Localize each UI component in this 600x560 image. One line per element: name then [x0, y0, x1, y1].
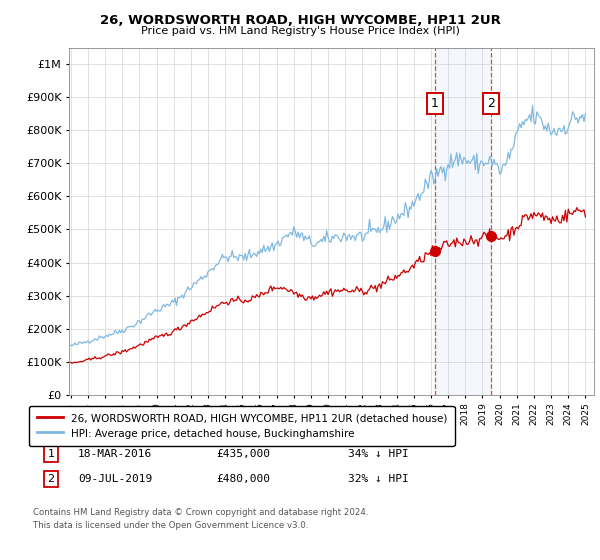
Bar [434, 48, 491, 395]
Text: Price paid vs. HM Land Registry's House Price Index (HPI): Price paid vs. HM Land Registry's House … [140, 26, 460, 36]
Text: 1: 1 [431, 97, 439, 110]
Text: 1: 1 [47, 449, 55, 459]
Text: £435,000: £435,000 [216, 449, 270, 459]
Legend: 26, WORDSWORTH ROAD, HIGH WYCOMBE, HP11 2UR (detached house), HPI: Average price: 26, WORDSWORTH ROAD, HIGH WYCOMBE, HP11 … [29, 405, 455, 446]
Text: 09-JUL-2019: 09-JUL-2019 [78, 474, 152, 484]
Text: 32% ↓ HPI: 32% ↓ HPI [348, 474, 409, 484]
Text: 2: 2 [487, 97, 496, 110]
Text: 18-MAR-2016: 18-MAR-2016 [78, 449, 152, 459]
Text: 26, WORDSWORTH ROAD, HIGH WYCOMBE, HP11 2UR: 26, WORDSWORTH ROAD, HIGH WYCOMBE, HP11 … [100, 14, 500, 27]
Text: 2: 2 [47, 474, 55, 484]
Text: 34% ↓ HPI: 34% ↓ HPI [348, 449, 409, 459]
Text: Contains HM Land Registry data © Crown copyright and database right 2024.
This d: Contains HM Land Registry data © Crown c… [33, 508, 368, 530]
Text: £480,000: £480,000 [216, 474, 270, 484]
